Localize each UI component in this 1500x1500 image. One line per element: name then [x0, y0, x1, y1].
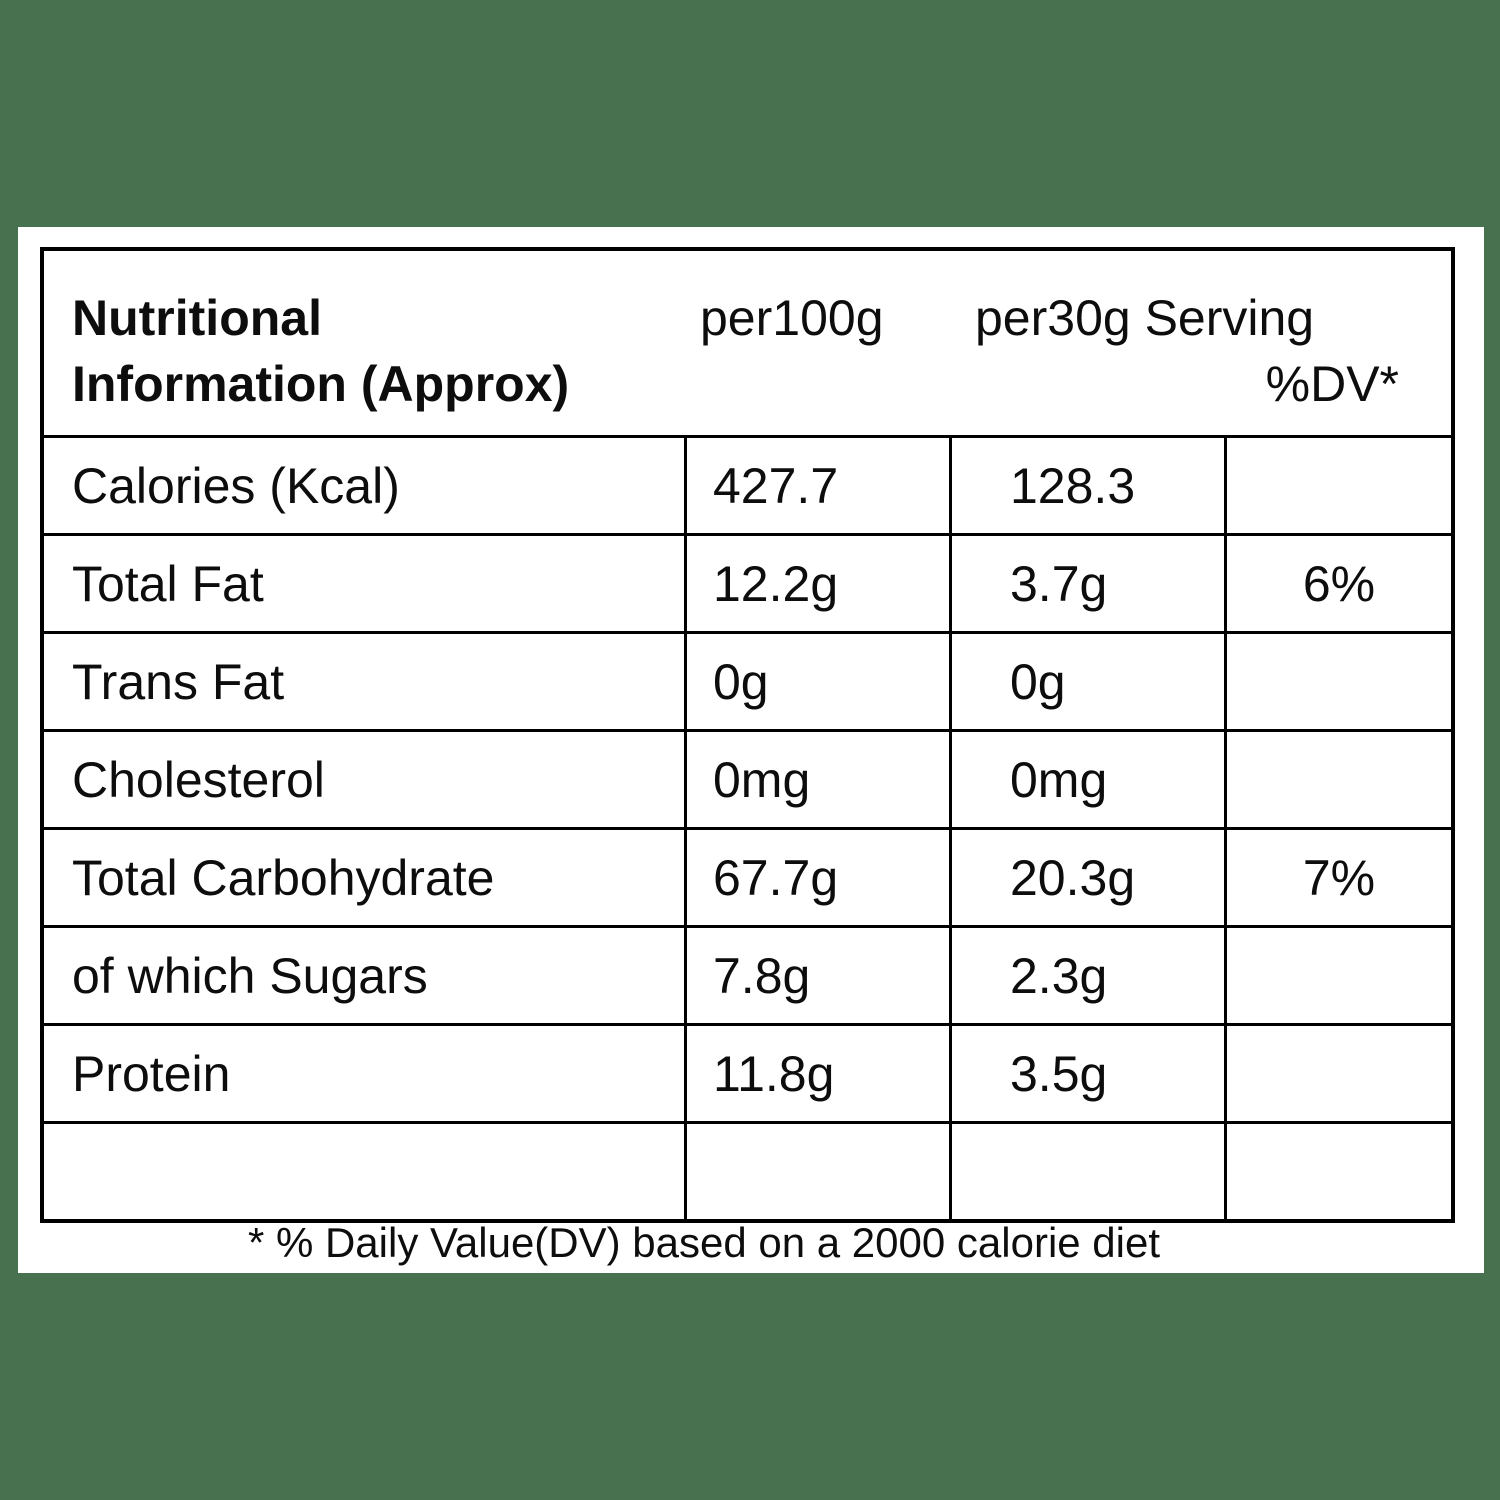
nutrition-table: Nutritional Information (Approx) per100g… — [40, 247, 1455, 1223]
value-empty-dv — [1224, 1121, 1451, 1219]
row-label-empty — [44, 1121, 684, 1219]
value-sugars-dv — [1224, 925, 1451, 1023]
table-title-line1: Nutritional — [72, 290, 322, 346]
value-sugars-per100g: 7.8g — [684, 925, 949, 1023]
row-label-cholesterol: Cholesterol — [44, 729, 684, 827]
value-calories-dv — [1224, 435, 1451, 533]
table-title: Nutritional Information (Approx) — [44, 251, 684, 435]
col-header-per30g-serving: per30g Serving — [975, 290, 1315, 346]
row-label-protein: Protein — [44, 1023, 684, 1121]
value-trans-fat-per100g: 0g — [684, 631, 949, 729]
value-empty-per30g — [949, 1121, 1224, 1219]
table-title-line2: Information (Approx) — [72, 356, 570, 412]
value-protein-dv — [1224, 1023, 1451, 1121]
value-empty-per100g — [684, 1121, 949, 1219]
value-total-fat-per30g: 3.7g — [949, 533, 1224, 631]
value-calories-per100g: 427.7 — [684, 435, 949, 533]
value-trans-fat-per30g: 0g — [949, 631, 1224, 729]
value-sugars-per30g: 2.3g — [949, 925, 1224, 1023]
table-column-headers: per100g per30g Serving %DV* — [684, 251, 1451, 435]
daily-value-footnote: * % Daily Value(DV) based on a 2000 calo… — [247, 1219, 1161, 1266]
value-protein-per30g: 3.5g — [949, 1023, 1224, 1121]
value-calories-per30g: 128.3 — [949, 435, 1224, 533]
col-header-per100g: per100g — [700, 290, 884, 346]
table-header-row: Nutritional Information (Approx) per100g… — [44, 251, 1451, 435]
value-cholesterol-per100g: 0mg — [684, 729, 949, 827]
col-header-dv: %DV* — [1265, 356, 1399, 412]
row-label-sugars: of which Sugars — [44, 925, 684, 1023]
row-label-trans-fat: Trans Fat — [44, 631, 684, 729]
value-total-carbohydrate-per100g: 67.7g — [684, 827, 949, 925]
value-total-fat-dv: 6% — [1224, 533, 1451, 631]
value-protein-per100g: 11.8g — [684, 1023, 949, 1121]
nutrition-label-card: Nutritional Information (Approx) per100g… — [18, 227, 1484, 1273]
value-total-carbohydrate-dv: 7% — [1224, 827, 1451, 925]
row-label-total-fat: Total Fat — [44, 533, 684, 631]
row-label-calories: Calories (Kcal) — [44, 435, 684, 533]
value-total-fat-per100g: 12.2g — [684, 533, 949, 631]
value-total-carbohydrate-per30g: 20.3g — [949, 827, 1224, 925]
row-label-total-carbohydrate: Total Carbohydrate — [44, 827, 684, 925]
value-cholesterol-dv — [1224, 729, 1451, 827]
value-cholesterol-per30g: 0mg — [949, 729, 1224, 827]
value-trans-fat-dv — [1224, 631, 1451, 729]
